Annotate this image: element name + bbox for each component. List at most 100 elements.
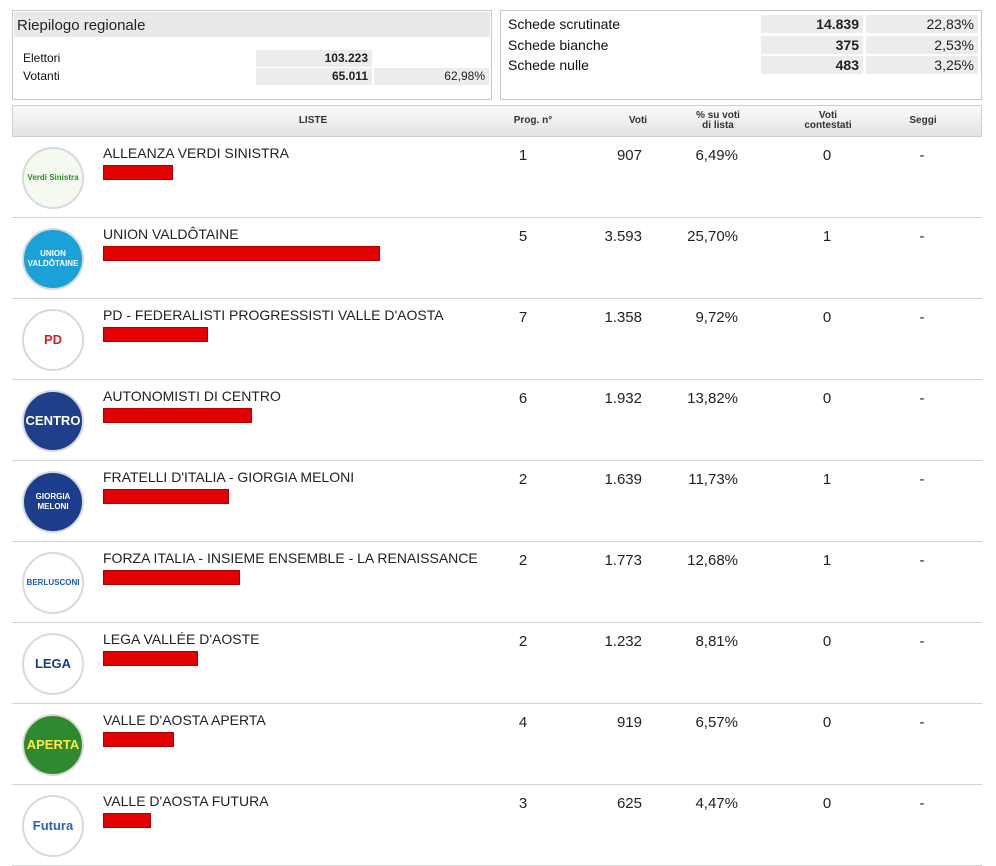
vote-share-bar — [103, 408, 252, 423]
votes-percentage: 4,47% — [695, 795, 738, 812]
header-voti: Voti — [628, 115, 648, 126]
seats: - — [919, 228, 925, 245]
vote-share-bar — [103, 732, 174, 747]
logo-text: Verdi Sinistra — [27, 173, 79, 182]
table-row: PD PD - FEDERALISTI PROGRESSISTI VALLE D'… — [12, 299, 982, 380]
avs-logo-icon: Verdi Sinistra — [22, 147, 84, 209]
list-name: LEGA VALLÉE D'AOSTE — [103, 631, 260, 647]
fdi-logo-icon: GIORGIA MELONI — [22, 471, 84, 533]
header-contestati-line2: contestati — [804, 120, 852, 131]
schede-scrutinate-percentage: 22,83% — [866, 15, 978, 33]
contested-votes: 0 — [822, 309, 832, 326]
table-header: LISTE Prog. n° Voti % su voti di lista V… — [12, 105, 982, 137]
list-name: UNION VALDÔTAINE — [103, 226, 239, 242]
header-voti-contestati: Voti contestati — [793, 106, 863, 136]
logo-text: PD — [43, 332, 63, 347]
schede-scrutinate-row: Schede scrutinate 14.839 22,83% — [508, 15, 980, 33]
table-row: Futura VALLE D'AOSTA FUTURA 3 625 4,47% 0 - — [12, 785, 982, 866]
progressive-number: 2 — [518, 552, 528, 569]
header-prog: Prog. n° — [513, 115, 553, 126]
votes-percentage: 11,73% — [688, 471, 738, 488]
votes-count: 907 — [616, 147, 642, 164]
vote-share-bar — [103, 246, 380, 261]
votes-percentage: 8,81% — [695, 633, 738, 650]
votes-count: 1.932 — [604, 390, 642, 407]
schede-nulle-value: 483 — [761, 56, 863, 74]
votes-count: 1.773 — [604, 552, 642, 569]
votes-percentage: 12,68% — [687, 552, 738, 569]
list-name: VALLE D'AOSTA APERTA — [103, 712, 266, 728]
contested-votes: 0 — [822, 390, 832, 407]
logo-text: LEGA — [34, 656, 72, 671]
vda-futura-logo-icon: Futura — [22, 795, 84, 857]
table-row: APERTA VALLE D'AOSTA APERTA 4 919 6,57% 0 - — [12, 704, 982, 785]
schede-bianche-percentage: 2,53% — [866, 36, 978, 54]
ballots-summary-panel: Schede scrutinate 14.839 22,83% Schede b… — [500, 10, 982, 100]
votanti-label: Votanti — [23, 69, 60, 83]
schede-nulle-label: Schede nulle — [508, 57, 589, 73]
table-row: UNION VALDÔTAINE UNION VALDÔTAINE 5 3.593 25… — [12, 218, 982, 299]
schede-bianche-value: 375 — [761, 36, 863, 54]
votanti-row: Votanti 65.011 62,98% — [23, 68, 489, 85]
list-name: FRATELLI D'ITALIA - GIORGIA MELONI — [103, 469, 355, 485]
schede-bianche-label: Schede bianche — [508, 37, 609, 53]
logo-text: Futura — [32, 818, 74, 833]
votes-count: 1.232 — [604, 633, 642, 650]
vote-share-bar — [103, 813, 151, 828]
header-percentuale-line1: % su voti — [696, 110, 740, 121]
lega-logo-icon: LEGA — [22, 633, 84, 695]
summary-title: Riepilogo regionale — [14, 12, 490, 37]
results-table: LISTE Prog. n° Voti % su voti di lista V… — [12, 105, 982, 866]
seats: - — [919, 147, 925, 164]
votes-percentage: 13,82% — [687, 390, 738, 407]
seats: - — [919, 714, 925, 731]
schede-scrutinate-value: 14.839 — [761, 15, 863, 33]
progressive-number: 2 — [518, 633, 528, 650]
progressive-number: 4 — [518, 714, 528, 731]
schede-nulle-row: Schede nulle 483 3,25% — [508, 56, 980, 74]
table-row: BERLUSCONI FORZA ITALIA - INSIEME ENSEMBL… — [12, 542, 982, 623]
schede-nulle-percentage: 3,25% — [866, 56, 978, 74]
vote-share-bar — [103, 327, 208, 342]
vote-share-bar — [103, 165, 173, 180]
contested-votes: 1 — [822, 228, 832, 245]
contested-votes: 1 — [822, 471, 832, 488]
logo-text: UNION VALDÔTAINE — [27, 249, 79, 268]
seats: - — [919, 633, 925, 650]
logo-text: CENTRO — [25, 413, 81, 428]
union-valdotaine-logo-icon: UNION VALDÔTAINE — [22, 228, 84, 290]
table-row: GIORGIA MELONI FRATELLI D'ITALIA - GIORGI… — [12, 461, 982, 542]
contested-votes: 0 — [822, 714, 832, 731]
progressive-number: 1 — [518, 147, 528, 164]
list-name: FORZA ITALIA - INSIEME ENSEMBLE - LA REN… — [103, 550, 478, 566]
seats: - — [919, 390, 925, 407]
elettori-value: 103.223 — [256, 50, 372, 67]
header-percentuale-line2: di lista — [702, 120, 734, 131]
votes-count: 919 — [616, 714, 642, 731]
vote-share-bar — [103, 489, 229, 504]
seats: - — [919, 552, 925, 569]
progressive-number: 2 — [518, 471, 528, 488]
seats: - — [919, 309, 925, 326]
elettori-row: Elettori 103.223 — [23, 50, 489, 67]
logo-text: GIORGIA MELONI — [35, 492, 71, 511]
progressive-number: 5 — [518, 228, 528, 245]
contested-votes: 0 — [822, 795, 832, 812]
progressive-number: 7 — [518, 309, 528, 326]
list-name: VALLE D'AOSTA FUTURA — [103, 793, 269, 809]
votes-count: 3.593 — [604, 228, 642, 245]
contested-votes: 1 — [822, 552, 832, 569]
votes-percentage: 9,72% — [695, 309, 738, 326]
logo-text: BERLUSCONI — [26, 578, 80, 587]
schede-scrutinate-label: Schede scrutinate — [508, 16, 621, 32]
header-percentuale: % su voti di lista — [685, 106, 751, 136]
votes-percentage: 25,70% — [687, 228, 738, 245]
contested-votes: 0 — [822, 633, 832, 650]
seats: - — [919, 471, 925, 488]
list-name: ALLEANZA VERDI SINISTRA — [103, 145, 289, 161]
header-seggi: Seggi — [909, 115, 937, 126]
pd-logo-icon: PD — [22, 309, 84, 371]
votanti-value: 65.011 — [256, 68, 372, 85]
votes-percentage: 6,49% — [695, 147, 738, 164]
logo-text: APERTA — [26, 737, 80, 752]
